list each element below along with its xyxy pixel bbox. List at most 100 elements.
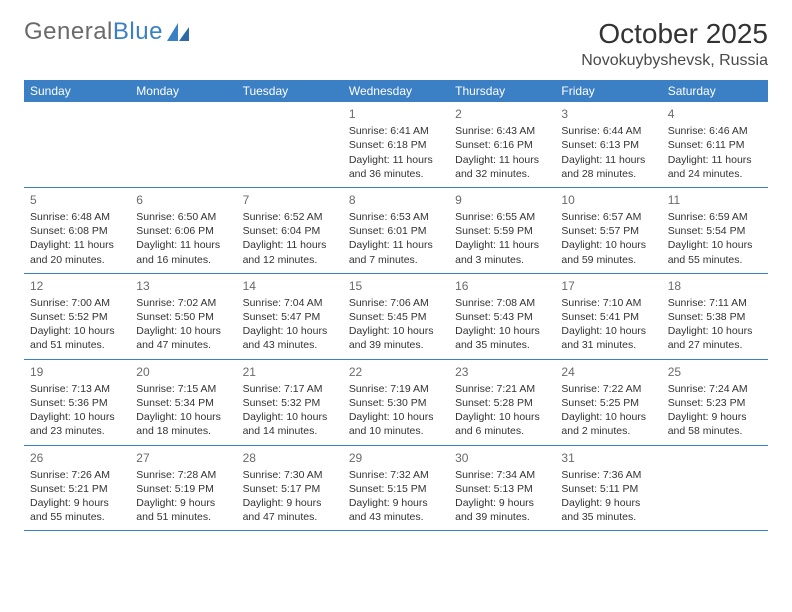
- daylight-line1: Daylight: 10 hours: [243, 410, 337, 424]
- daylight-line1: Daylight: 10 hours: [30, 324, 124, 338]
- daylight-line1: Daylight: 10 hours: [136, 410, 230, 424]
- day-cell: 1Sunrise: 6:41 AMSunset: 6:18 PMDaylight…: [343, 102, 449, 187]
- day-cell: 4Sunrise: 6:46 AMSunset: 6:11 PMDaylight…: [662, 102, 768, 187]
- week-row: 12Sunrise: 7:00 AMSunset: 5:52 PMDayligh…: [24, 274, 768, 360]
- calendar-grid: SundayMondayTuesdayWednesdayThursdayFrid…: [24, 80, 768, 531]
- daylight-line2: and 31 minutes.: [561, 338, 655, 352]
- daylight-line1: Daylight: 10 hours: [668, 238, 762, 252]
- day-cell: 16Sunrise: 7:08 AMSunset: 5:43 PMDayligh…: [449, 274, 555, 359]
- day-of-week-label: Friday: [555, 80, 661, 102]
- daylight-line1: Daylight: 10 hours: [349, 410, 443, 424]
- day-number: 27: [136, 450, 230, 466]
- sunset-text: Sunset: 6:04 PM: [243, 224, 337, 238]
- daylight-line1: Daylight: 11 hours: [455, 153, 549, 167]
- sunset-text: Sunset: 5:36 PM: [30, 396, 124, 410]
- daylight-line2: and 14 minutes.: [243, 424, 337, 438]
- logo-text-blue: Blue: [113, 18, 163, 46]
- daylight-line1: Daylight: 10 hours: [561, 410, 655, 424]
- day-cell: 23Sunrise: 7:21 AMSunset: 5:28 PMDayligh…: [449, 360, 555, 445]
- daylight-line1: Daylight: 9 hours: [349, 496, 443, 510]
- daylight-line2: and 39 minutes.: [455, 510, 549, 524]
- weeks-container: 1Sunrise: 6:41 AMSunset: 6:18 PMDaylight…: [24, 102, 768, 531]
- logo-sail-icon: [167, 23, 189, 41]
- daylight-line2: and 16 minutes.: [136, 253, 230, 267]
- sunset-text: Sunset: 5:25 PM: [561, 396, 655, 410]
- sunset-text: Sunset: 5:21 PM: [30, 482, 124, 496]
- day-number: 17: [561, 278, 655, 294]
- day-cell: 28Sunrise: 7:30 AMSunset: 5:17 PMDayligh…: [237, 446, 343, 531]
- sunrise-text: Sunrise: 7:04 AM: [243, 296, 337, 310]
- daylight-line1: Daylight: 10 hours: [30, 410, 124, 424]
- sunset-text: Sunset: 6:08 PM: [30, 224, 124, 238]
- daylight-line1: Daylight: 10 hours: [455, 324, 549, 338]
- daylight-line2: and 24 minutes.: [668, 167, 762, 181]
- daylight-line2: and 2 minutes.: [561, 424, 655, 438]
- sunrise-text: Sunrise: 7:19 AM: [349, 382, 443, 396]
- daylight-line1: Daylight: 10 hours: [668, 324, 762, 338]
- day-cell: 7Sunrise: 6:52 AMSunset: 6:04 PMDaylight…: [237, 188, 343, 273]
- sunrise-text: Sunrise: 7:02 AM: [136, 296, 230, 310]
- sunset-text: Sunset: 5:59 PM: [455, 224, 549, 238]
- day-cell: 15Sunrise: 7:06 AMSunset: 5:45 PMDayligh…: [343, 274, 449, 359]
- day-cell: 26Sunrise: 7:26 AMSunset: 5:21 PMDayligh…: [24, 446, 130, 531]
- logo: GeneralBlue: [24, 18, 189, 46]
- day-cell: 12Sunrise: 7:00 AMSunset: 5:52 PMDayligh…: [24, 274, 130, 359]
- daylight-line2: and 55 minutes.: [30, 510, 124, 524]
- day-cell: 13Sunrise: 7:02 AMSunset: 5:50 PMDayligh…: [130, 274, 236, 359]
- sunset-text: Sunset: 6:11 PM: [668, 138, 762, 152]
- day-cell: 8Sunrise: 6:53 AMSunset: 6:01 PMDaylight…: [343, 188, 449, 273]
- week-row: 5Sunrise: 6:48 AMSunset: 6:08 PMDaylight…: [24, 188, 768, 274]
- sunrise-text: Sunrise: 7:34 AM: [455, 468, 549, 482]
- week-row: 26Sunrise: 7:26 AMSunset: 5:21 PMDayligh…: [24, 446, 768, 532]
- sunset-text: Sunset: 5:41 PM: [561, 310, 655, 324]
- day-cell: 20Sunrise: 7:15 AMSunset: 5:34 PMDayligh…: [130, 360, 236, 445]
- sunrise-text: Sunrise: 7:32 AM: [349, 468, 443, 482]
- daylight-line1: Daylight: 10 hours: [561, 324, 655, 338]
- day-number: 7: [243, 192, 337, 208]
- day-number: 30: [455, 450, 549, 466]
- day-number: 18: [668, 278, 762, 294]
- sunrise-text: Sunrise: 6:44 AM: [561, 124, 655, 138]
- daylight-line2: and 32 minutes.: [455, 167, 549, 181]
- daylight-line2: and 23 minutes.: [30, 424, 124, 438]
- day-cell: 30 Sunrise: 7:34 AMSunset: 5:13 PMDayligh…: [449, 446, 555, 531]
- daylight-line1: Daylight: 9 hours: [455, 496, 549, 510]
- sunset-text: Sunset: 5:34 PM: [136, 396, 230, 410]
- sunrise-text: Sunrise: 6:59 AM: [668, 210, 762, 224]
- page-header: GeneralBlue October 2025 Novokuybyshevsk…: [24, 18, 768, 70]
- day-number: 29: [349, 450, 443, 466]
- daylight-line1: Daylight: 11 hours: [243, 238, 337, 252]
- day-cell: 22Sunrise: 7:19 AMSunset: 5:30 PMDayligh…: [343, 360, 449, 445]
- sunrise-text: Sunrise: 6:57 AM: [561, 210, 655, 224]
- sunset-text: Sunset: 6:18 PM: [349, 138, 443, 152]
- day-cell: 5Sunrise: 6:48 AMSunset: 6:08 PMDaylight…: [24, 188, 130, 273]
- daylight-line1: Daylight: 11 hours: [668, 153, 762, 167]
- day-number: 2: [455, 106, 549, 122]
- day-of-week-label: Monday: [130, 80, 236, 102]
- sunset-text: Sunset: 5:13 PM: [455, 482, 549, 496]
- sunset-text: Sunset: 5:28 PM: [455, 396, 549, 410]
- sunrise-text: Sunrise: 7:00 AM: [30, 296, 124, 310]
- day-number: 15: [349, 278, 443, 294]
- daylight-line1: Daylight: 9 hours: [561, 496, 655, 510]
- day-number: 28: [243, 450, 337, 466]
- day-number: 5: [30, 192, 124, 208]
- day-number: 22: [349, 364, 443, 380]
- sunrise-text: Sunrise: 7:26 AM: [30, 468, 124, 482]
- daylight-line2: and 18 minutes.: [136, 424, 230, 438]
- sunset-text: Sunset: 5:11 PM: [561, 482, 655, 496]
- daylight-line2: and 59 minutes.: [561, 253, 655, 267]
- daylight-line2: and 3 minutes.: [455, 253, 549, 267]
- day-number: 31: [561, 450, 655, 466]
- empty-cell: [237, 102, 343, 187]
- day-number: 21: [243, 364, 337, 380]
- daylight-line1: Daylight: 10 hours: [349, 324, 443, 338]
- daylight-line2: and 28 minutes.: [561, 167, 655, 181]
- day-number: 8: [349, 192, 443, 208]
- day-number: 12: [30, 278, 124, 294]
- sunrise-text: Sunrise: 7:08 AM: [455, 296, 549, 310]
- sunrise-text: Sunrise: 7:06 AM: [349, 296, 443, 310]
- sunset-text: Sunset: 5:43 PM: [455, 310, 549, 324]
- sunset-text: Sunset: 5:32 PM: [243, 396, 337, 410]
- day-number: 9: [455, 192, 549, 208]
